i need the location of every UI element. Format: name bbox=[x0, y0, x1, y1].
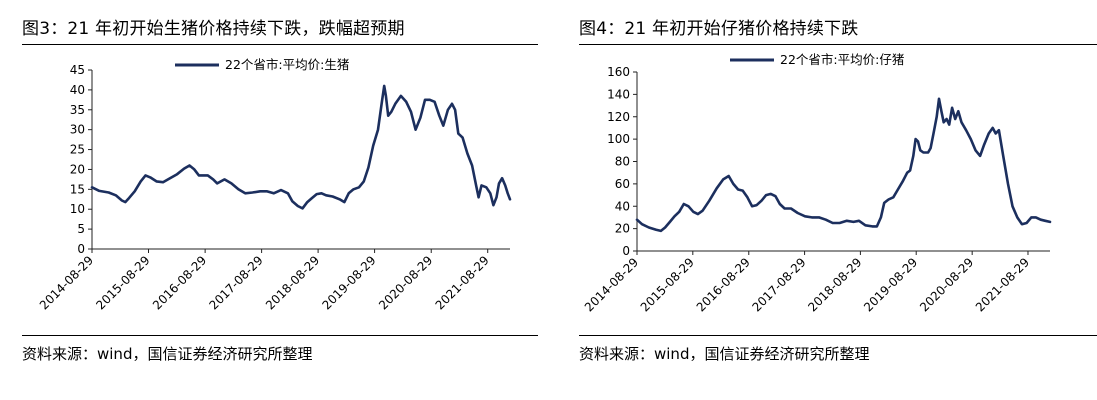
y-tick-label: 160 bbox=[607, 65, 630, 79]
y-tick-label: 80 bbox=[615, 155, 630, 169]
chart-panel-pig-price: 图3：21 年初开始生猪价格持续下跌，跌幅超预期 0 5 10 15 20 25 30 35 4… bbox=[0, 0, 538, 400]
y-tick-label: 5 bbox=[77, 222, 85, 236]
figure-title: 图3：21 年初开始生猪价格持续下跌，跌幅超预期 bbox=[22, 19, 405, 39]
x-tick-label: 2019-08-29 bbox=[319, 253, 378, 312]
x-tick-label: 2018-08-29 bbox=[263, 253, 322, 312]
x-tick-label: 2020-08-29 bbox=[376, 253, 435, 312]
figure-title: 图4：21 年初开始仔猪价格持续下跌 bbox=[579, 19, 859, 39]
x-tick-label: 2019-08-29 bbox=[861, 255, 920, 314]
y-tick-label: 60 bbox=[615, 177, 630, 191]
x-tick-label: 2018-08-29 bbox=[805, 255, 864, 314]
y-tick-label: 0 bbox=[622, 244, 630, 258]
y-tick-label: 45 bbox=[70, 63, 85, 77]
x-tick-label: 2014-08-29 bbox=[37, 253, 96, 312]
x-tick-label: 2017-08-29 bbox=[207, 253, 266, 312]
y-tick-label: 140 bbox=[607, 87, 630, 101]
x-tick-label: 2016-08-29 bbox=[150, 253, 209, 312]
series-line bbox=[635, 97, 1052, 233]
legend-label: 22个省市:平均价:仔猪 bbox=[780, 52, 904, 67]
x-tick-label: 2014-08-29 bbox=[582, 255, 641, 314]
y-tick-label: 20 bbox=[615, 222, 630, 236]
x-tick-label: 2015-08-29 bbox=[93, 253, 152, 312]
x-tick-label: 2020-08-29 bbox=[917, 255, 976, 314]
y-tick-label: 15 bbox=[70, 182, 85, 196]
y-tick-label: 120 bbox=[607, 110, 630, 124]
x-tick-label: 2021-08-29 bbox=[433, 253, 492, 312]
y-tick-label: 100 bbox=[607, 132, 630, 146]
y-tick-label: 30 bbox=[70, 123, 85, 137]
title-rule bbox=[579, 44, 1097, 45]
series-line bbox=[90, 84, 512, 210]
x-tick-label: 2021-08-29 bbox=[973, 255, 1032, 314]
source-note: 资料来源：wind，国信证券经济研究所整理 bbox=[579, 345, 870, 363]
x-tick-label: 2017-08-29 bbox=[749, 255, 808, 314]
y-tick-label: 40 bbox=[615, 199, 630, 213]
y-tick-label: 35 bbox=[70, 103, 85, 117]
y-tick-label: 25 bbox=[70, 143, 85, 157]
y-tick-label: 20 bbox=[70, 162, 85, 176]
source-rule bbox=[579, 335, 1097, 336]
source-note: 资料来源：wind，国信证券经济研究所整理 bbox=[22, 345, 313, 363]
line-chart-piglet-price: 0 20 40 60 80 100 120 140 160 2014-08-292015-08-2… bbox=[582, 52, 1052, 314]
title-rule bbox=[22, 44, 538, 45]
legend-label: 22个省市:平均价:生猪 bbox=[225, 57, 349, 72]
line-chart-pig-price: 0510152025303540452014-08-292015-08-2920… bbox=[37, 57, 512, 312]
x-tick-label: 2016-08-29 bbox=[694, 255, 753, 314]
source-rule bbox=[22, 335, 538, 336]
x-tick-label: 2015-08-29 bbox=[638, 255, 697, 314]
y-tick-label: 0 bbox=[77, 242, 85, 256]
y-tick-label: 10 bbox=[70, 202, 85, 216]
y-tick-label: 40 bbox=[70, 83, 85, 97]
chart-panel-piglet-price: 图4：21 年初开始仔猪价格持续下跌 0 20 40 60 80 100 120 140 160… bbox=[557, 0, 1097, 400]
